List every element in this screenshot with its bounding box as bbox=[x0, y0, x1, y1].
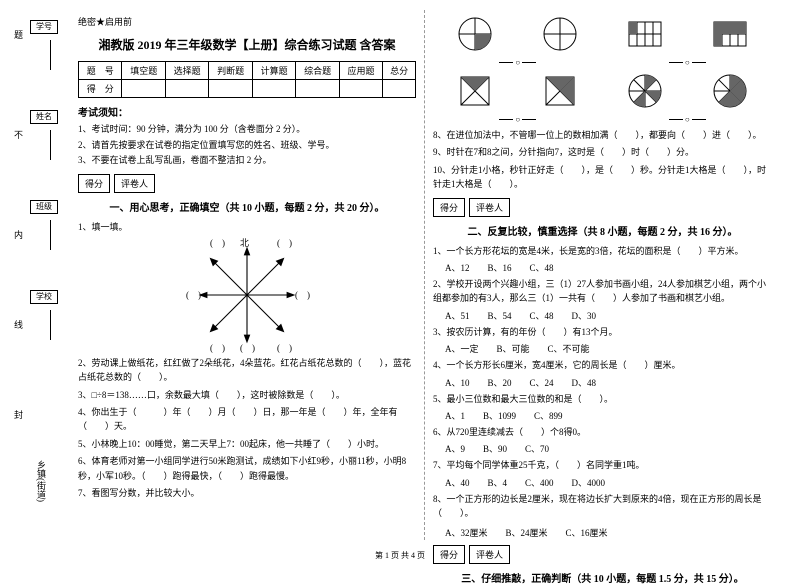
fraction-compare-row2: ○ ○ bbox=[433, 115, 772, 124]
classification: 绝密★启用前 bbox=[78, 15, 416, 28]
s2q2: 2、学校开设两个兴趣小组，三（1）27人参加书画小组，24人参加棋艺小组，两个小… bbox=[433, 277, 772, 306]
q5: 5、小林晚上10：00睡觉，第二天早上7：00起床，他一共睡了（ ）小时。 bbox=[78, 437, 416, 451]
side-box-school: 学校 bbox=[30, 290, 58, 304]
q8: 8、在进位加法中，不管哪一位上的数相加满（ ），都要向（ ）进（ ）。 bbox=[433, 128, 772, 142]
q10: 10、分针走1小格，秒针正好走（ ），是（ ）秒。分针走1大格是（ ），时针走1… bbox=[433, 163, 772, 192]
q2: 2、劳动课上做纸花，红红做了2朵纸花，4朵蓝花。红花占纸花总数的（ ），蓝花占纸… bbox=[78, 356, 416, 385]
seal-note: 不 bbox=[12, 130, 25, 139]
s2q7: 7、平均每个同学体重25千克，（ ）名同学重1吨。 bbox=[433, 458, 772, 472]
notice-item: 3、不要在试卷上乱写乱画，卷面不整洁扣 2 分。 bbox=[78, 154, 416, 168]
side-box-xuehao: 学号 bbox=[30, 20, 58, 34]
binding-margin: 学号 姓名 班级 学校 乡镇(街道) 题 不 内 线 封 bbox=[0, 0, 65, 565]
notice-item: 1、考试时间：90 分钟，满分为 100 分（含卷面分 2 分）。 bbox=[78, 123, 416, 137]
side-label-town: 乡镇(街道) bbox=[35, 460, 48, 502]
s2q1: 1、一个长方形花坛的宽是4米，长是宽的3倍，花坛的面积是（ ）平方米。 bbox=[433, 244, 772, 258]
section3-title: 三、仔细推敲，正确判断（共 10 小题，每题 1.5 分，共 15 分）。 bbox=[433, 570, 772, 585]
q4: 4、你出生于（ ）年（ ）月（ ）日，那一年是（ ）年，全年有（ ）天。 bbox=[78, 405, 416, 434]
side-line bbox=[50, 130, 51, 160]
q1: 1、填一填。 bbox=[78, 220, 416, 234]
fraction-icons-row1 bbox=[433, 14, 772, 54]
s2q5: 5、最小三位数和最大三位数的和是（ ）。 bbox=[433, 392, 772, 406]
side-line bbox=[50, 310, 51, 340]
exam-title: 湘教版 2019 年三年级数学【上册】综合练习试题 含答案 bbox=[78, 36, 416, 53]
q6: 6、体育老师对第一小组同学进行50米跑测试，成绩如下小红9秒，小丽11秒，小明8… bbox=[78, 454, 416, 483]
side-box-name: 姓名 bbox=[30, 110, 58, 124]
s2q4: 4、一个长方形长6厘米，宽4厘米，它的周长是（ ）厘米。 bbox=[433, 358, 772, 372]
side-line bbox=[50, 40, 51, 70]
left-column: 绝密★启用前 湘教版 2019 年三年级数学【上册】综合练习试题 含答案 题 号… bbox=[70, 10, 425, 540]
q9: 9、时针在7和8之间，分针指向7，这时是（ ）时（ ）分。 bbox=[433, 145, 772, 159]
q3: 3、□÷8＝138……口，余数最大填（ ），这时被除数是（ ）。 bbox=[78, 388, 416, 402]
s2q8: 8、一个正方形的边长是2厘米，现在将边长扩大到原来的4倍，现在正方形的周长是（ … bbox=[433, 492, 772, 521]
section-score-box: 得分 评卷人 bbox=[78, 174, 416, 193]
seal-note: 题 bbox=[12, 30, 25, 39]
seal-note: 封 bbox=[12, 410, 25, 419]
s2q3: 3、按农历计算，有的年份（ ）有13个月。 bbox=[433, 325, 772, 339]
fraction-compare-row1: ○ ○ bbox=[433, 58, 772, 67]
notice-item: 2、请首先按要求在试卷的指定位置填写您的姓名、班级、学号。 bbox=[78, 139, 416, 153]
s2q6: 6、从720里连续减去（ ）个8得0。 bbox=[433, 425, 772, 439]
fraction-icons-row2 bbox=[433, 71, 772, 111]
compass-diagram: 北 ( ) ( ) ( ) ( ) ( ) ( ) ( ) bbox=[192, 240, 302, 350]
page-footer: 第 1 页 共 4 页 bbox=[0, 550, 800, 561]
section1-title: 一、用心思考，正确填空（共 10 小题，每题 2 分，共 20 分）。 bbox=[78, 199, 416, 214]
side-box-class: 班级 bbox=[30, 200, 58, 214]
section2-title: 二、反复比较，慎重选择（共 8 小题，每题 2 分，共 16 分）。 bbox=[433, 223, 772, 238]
q7: 7、看图写分数，并比较大小。 bbox=[78, 486, 416, 500]
side-line bbox=[50, 220, 51, 250]
seal-note: 线 bbox=[12, 320, 25, 329]
seal-note: 内 bbox=[12, 230, 25, 239]
page-content: 绝密★启用前 湘教版 2019 年三年级数学【上册】综合练习试题 含答案 题 号… bbox=[70, 10, 790, 540]
notice-title: 考试须知： bbox=[78, 104, 416, 119]
right-column: ○ ○ ○ ○ 8、在进位加法中，不管哪一位上的数相加满（ ），都要向（ ）进（… bbox=[425, 10, 780, 540]
section-score-box: 得分 评卷人 bbox=[433, 198, 772, 217]
score-summary-table: 题 号 填空题 选择题 判断题 计算题 综合题 应用题 总分 得 分 bbox=[78, 61, 416, 98]
